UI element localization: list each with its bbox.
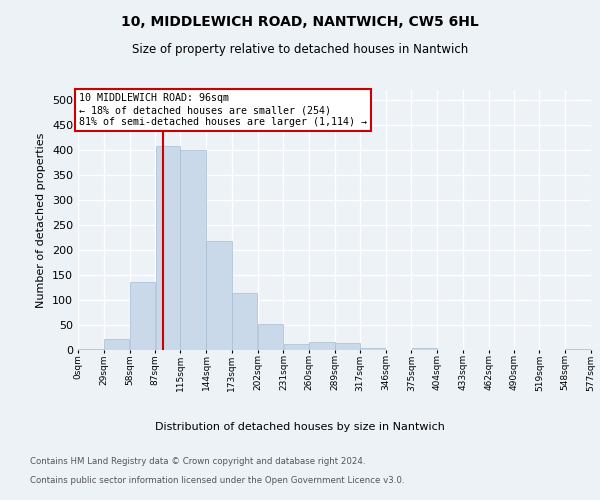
Bar (565, 348, 591, 350)
Bar (284, 344, 309, 350)
Bar (360, 348, 385, 350)
Bar (335, 342, 359, 350)
Bar (181, 150, 206, 350)
Y-axis label: Number of detached properties: Number of detached properties (37, 132, 46, 308)
Text: Contains public sector information licensed under the Open Government Licence v3: Contains public sector information licen… (30, 476, 404, 485)
Bar (258, 324, 283, 350)
Text: Contains HM Land Registry data © Crown copyright and database right 2024.: Contains HM Land Registry data © Crown c… (30, 458, 365, 466)
Bar (78, 348, 104, 350)
Bar (310, 342, 335, 350)
Bar (232, 293, 257, 350)
Text: Distribution of detached houses by size in Nantwich: Distribution of detached houses by size … (155, 422, 445, 432)
Text: 10 MIDDLEWICH ROAD: 96sqm
← 18% of detached houses are smaller (254)
81% of semi: 10 MIDDLEWICH ROAD: 96sqm ← 18% of detac… (79, 94, 367, 126)
Bar (104, 339, 130, 350)
Text: 10, MIDDLEWICH ROAD, NANTWICH, CW5 6HL: 10, MIDDLEWICH ROAD, NANTWICH, CW5 6HL (121, 15, 479, 29)
Bar (155, 146, 180, 350)
Bar (412, 348, 437, 350)
Bar (206, 242, 232, 350)
Bar (130, 282, 155, 350)
Text: Size of property relative to detached houses in Nantwich: Size of property relative to detached ho… (132, 42, 468, 56)
